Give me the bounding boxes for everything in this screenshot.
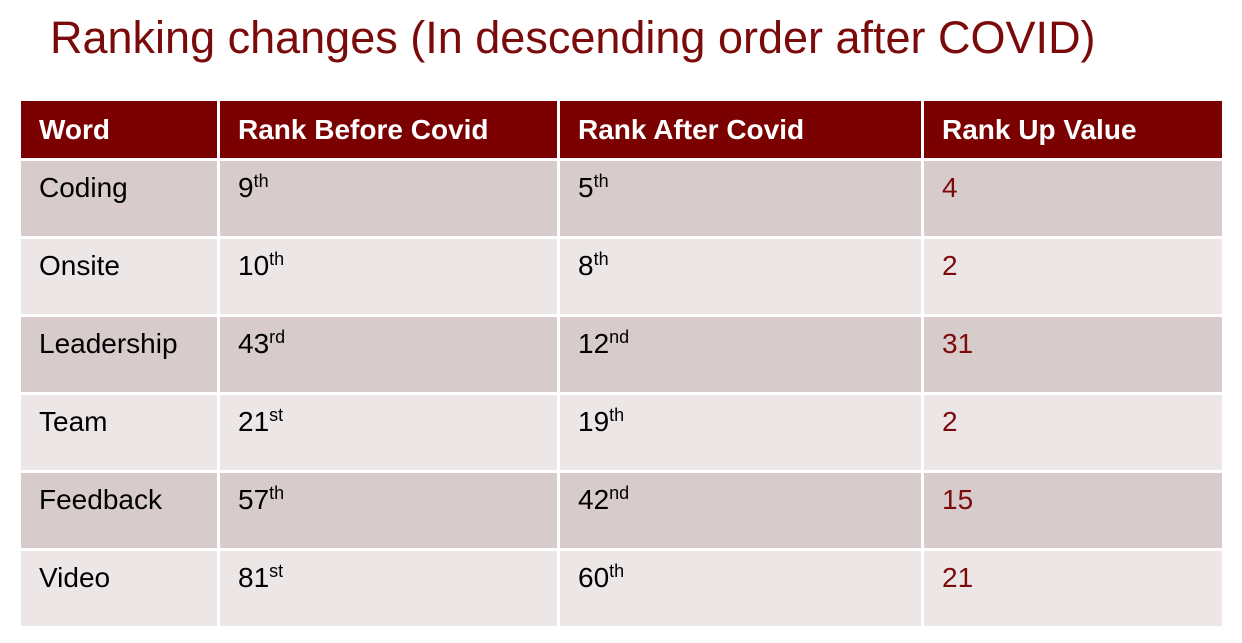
rank-after-cell: 42nd bbox=[557, 470, 924, 551]
table-row: Leadership 43rd 12nd 31 bbox=[18, 314, 1225, 395]
rank-after-cell: 19th bbox=[557, 392, 924, 473]
header-rank-before: Rank Before Covid bbox=[217, 101, 560, 161]
word-cell: Coding bbox=[18, 158, 220, 239]
ranking-table: Word Rank Before Covid Rank After Covid … bbox=[18, 101, 1225, 629]
rank-suffix: nd bbox=[609, 327, 630, 347]
rank-suffix: th bbox=[269, 483, 285, 503]
rank-suffix: st bbox=[269, 561, 284, 581]
word-cell: Onsite bbox=[18, 236, 220, 317]
rank-suffix: th bbox=[269, 249, 285, 269]
header-rank-up: Rank Up Value bbox=[921, 101, 1225, 161]
rank-before-cell: 43rd bbox=[217, 314, 560, 395]
rank-up-cell: 31 bbox=[921, 314, 1225, 395]
rank-after-cell: 60th bbox=[557, 548, 924, 629]
rank-number: 12 bbox=[578, 328, 610, 359]
rank-number: 60 bbox=[578, 562, 610, 593]
rank-before-cell: 81st bbox=[217, 548, 560, 629]
rank-suffix: th bbox=[609, 405, 625, 425]
rank-before-cell: 10th bbox=[217, 236, 560, 317]
table-row: Onsite 10th 8th 2 bbox=[18, 236, 1225, 317]
word-cell: Feedback bbox=[18, 470, 220, 551]
rank-up-cell: 21 bbox=[921, 548, 1225, 629]
rank-suffix: rd bbox=[269, 327, 286, 347]
header-rank-after: Rank After Covid bbox=[557, 101, 924, 161]
rank-suffix: th bbox=[253, 171, 269, 191]
rank-suffix: th bbox=[593, 171, 609, 191]
word-cell: Leadership bbox=[18, 314, 220, 395]
rank-up-cell: 2 bbox=[921, 236, 1225, 317]
table-row: Coding 9th 5th 4 bbox=[18, 158, 1225, 239]
table-row: Video 81st 60th 21 bbox=[18, 548, 1225, 629]
rank-suffix: th bbox=[593, 249, 609, 269]
rank-suffix: th bbox=[609, 561, 625, 581]
rank-suffix: nd bbox=[609, 483, 630, 503]
rank-up-cell: 15 bbox=[921, 470, 1225, 551]
rank-number: 21 bbox=[238, 406, 270, 437]
header-row: Word Rank Before Covid Rank After Covid … bbox=[18, 101, 1225, 161]
rank-before-cell: 21st bbox=[217, 392, 560, 473]
rank-number: 57 bbox=[238, 484, 270, 515]
table-row: Team 21st 19th 2 bbox=[18, 392, 1225, 473]
rank-after-cell: 5th bbox=[557, 158, 924, 239]
rank-number: 42 bbox=[578, 484, 610, 515]
rank-up-cell: 2 bbox=[921, 392, 1225, 473]
word-cell: Team bbox=[18, 392, 220, 473]
header-word: Word bbox=[18, 101, 220, 161]
rank-number: 5 bbox=[578, 172, 594, 203]
table-row: Feedback 57th 42nd 15 bbox=[18, 470, 1225, 551]
rank-up-cell: 4 bbox=[921, 158, 1225, 239]
rank-number: 81 bbox=[238, 562, 270, 593]
rank-after-cell: 8th bbox=[557, 236, 924, 317]
rank-after-cell: 12nd bbox=[557, 314, 924, 395]
rank-number: 10 bbox=[238, 250, 270, 281]
rank-number: 9 bbox=[238, 172, 254, 203]
rank-before-cell: 57th bbox=[217, 470, 560, 551]
word-cell: Video bbox=[18, 548, 220, 629]
rank-number: 8 bbox=[578, 250, 594, 281]
rank-suffix: st bbox=[269, 405, 284, 425]
rank-number: 19 bbox=[578, 406, 610, 437]
rank-before-cell: 9th bbox=[217, 158, 560, 239]
rank-number: 43 bbox=[238, 328, 270, 359]
page-title: Ranking changes (In descending order aft… bbox=[50, 12, 1096, 63]
